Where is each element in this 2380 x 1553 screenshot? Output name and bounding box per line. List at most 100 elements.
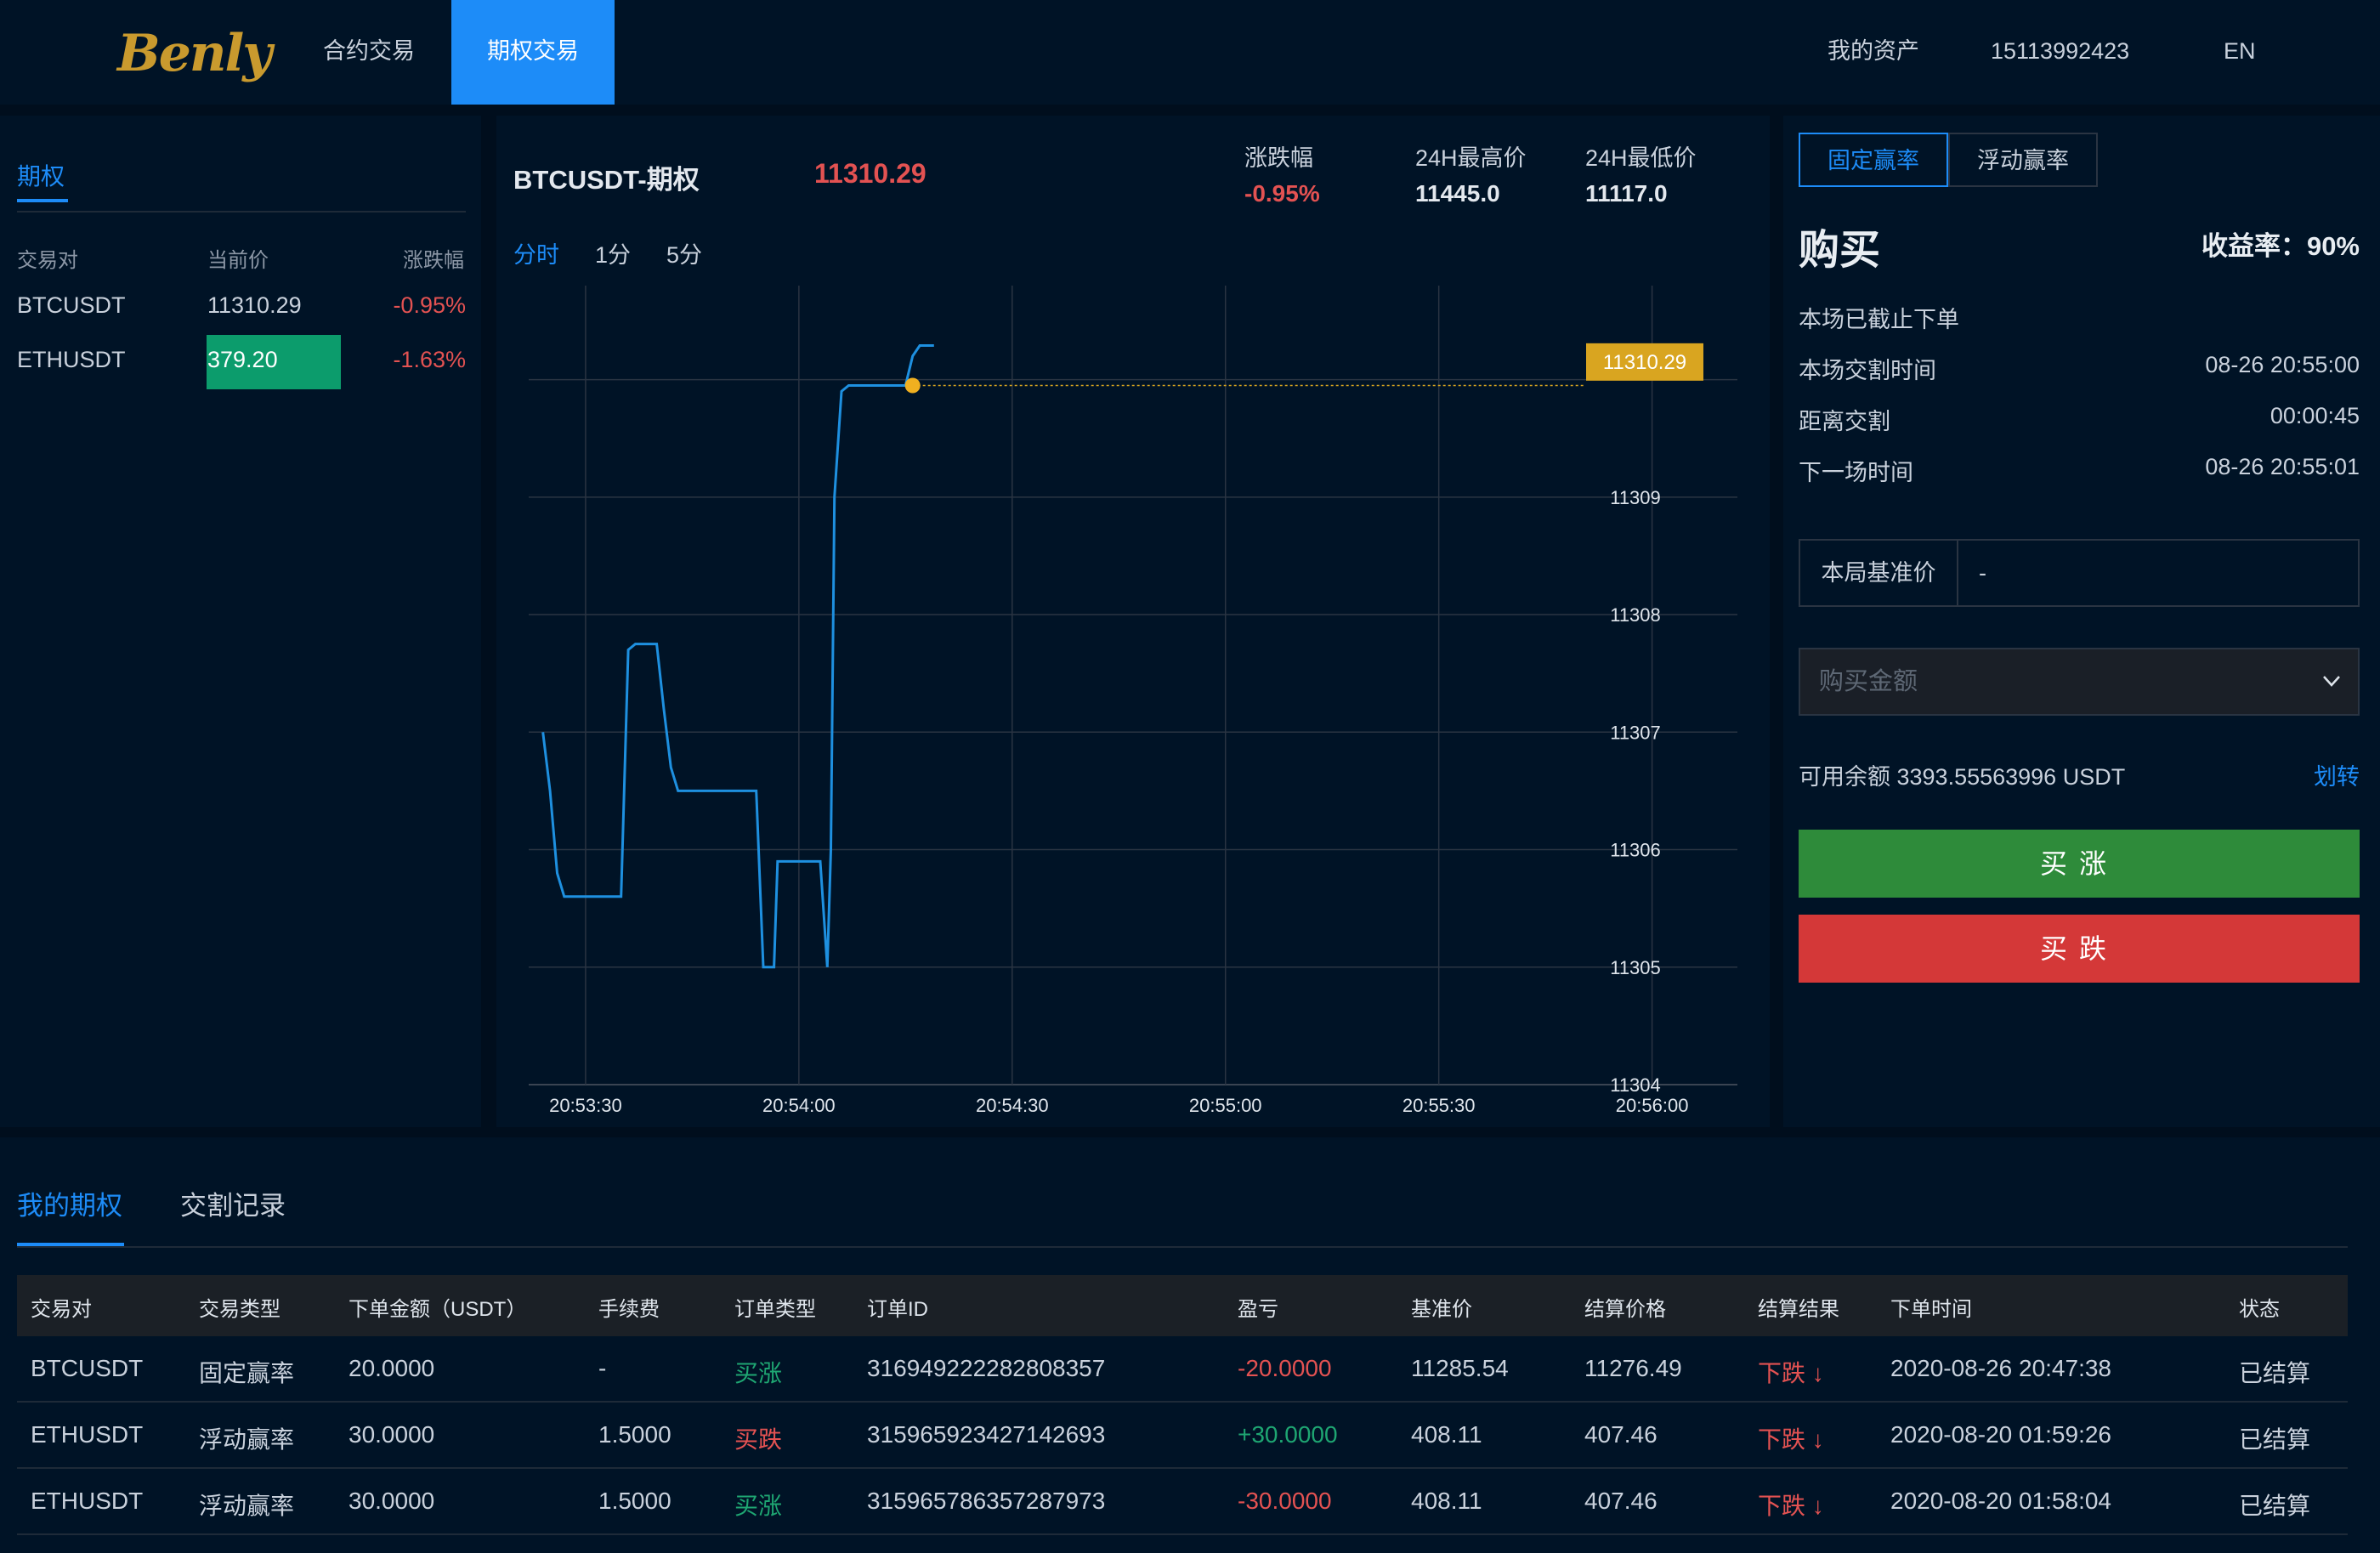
- column-header: 基准价: [1411, 1298, 1472, 1321]
- order-settle-price: 407.46: [1584, 1421, 1658, 1448]
- order-status: 已结算: [2239, 1426, 2311, 1453]
- language-switch[interactable]: EN: [2224, 38, 2256, 64]
- yield-rate: 收益率：90%: [2201, 231, 2360, 261]
- amount-placeholder: 购买金额: [1819, 668, 1918, 695]
- order-base-price: 11285.54: [1411, 1355, 1509, 1381]
- order-amount: 30.0000: [348, 1488, 435, 1514]
- nav-options-trading[interactable]: 期权交易: [451, 0, 615, 105]
- buy-down-button[interactable]: 买跌: [1799, 915, 2360, 983]
- settle-time-value: 08-26 20:55:00: [2205, 352, 2360, 377]
- order-base-price: 408.11: [1411, 1488, 1482, 1514]
- order-time: 2020-08-20 01:58:04: [1890, 1488, 2111, 1514]
- chart-panel: BTCUSDT-期权 11310.29 涨跌幅 -0.95% 24H最高价 11…: [496, 116, 1770, 1127]
- order-status: 已结算: [2239, 1493, 2311, 1519]
- stat-high-label: 24H最高价: [1415, 145, 1527, 171]
- order-status: 已结算: [2239, 1360, 2311, 1386]
- order-pnl: -20.0000: [1238, 1355, 1332, 1381]
- chart-current-price: 11310.29: [814, 158, 926, 189]
- col-pair: 交易对: [17, 249, 78, 272]
- col-price: 当前价: [207, 249, 269, 272]
- x-tick-label: 20:54:00: [762, 1095, 836, 1116]
- order-trade-type: 固定赢率: [199, 1360, 295, 1386]
- base-price-label: 本局基准价: [1800, 541, 1958, 605]
- top-header: Benly 合约交易 期权交易 我的资产 15113992423 EN: [0, 0, 2380, 105]
- benly-logo[interactable]: Benly: [117, 24, 272, 83]
- order-pnl: +30.0000: [1238, 1421, 1338, 1448]
- y-tick-label: 11305: [1610, 957, 1661, 978]
- order-trade-type: 浮动赢率: [199, 1493, 295, 1519]
- interval-tab-1m[interactable]: 1分: [595, 242, 632, 268]
- column-header: 盈亏: [1238, 1298, 1278, 1321]
- stat-change-value: -0.95%: [1244, 180, 1320, 207]
- order-pair: ETHUSDT: [31, 1488, 144, 1514]
- order-trade-type: 浮动赢率: [199, 1426, 295, 1453]
- sidebar-tab-options[interactable]: 期权: [17, 163, 65, 190]
- nav-contract-trading[interactable]: 合约交易: [323, 38, 415, 64]
- column-header: 结算结果: [1758, 1298, 1839, 1321]
- order-base-price: 408.11: [1411, 1421, 1482, 1448]
- my-assets-link[interactable]: 我的资产: [1828, 38, 1919, 64]
- orders-divider: [17, 1246, 2348, 1248]
- order-pair: ETHUSDT: [31, 1421, 144, 1448]
- order-pnl: -30.0000: [1238, 1488, 1332, 1514]
- current-price-tag: [1586, 343, 1703, 381]
- tab-floating-rate[interactable]: 浮动赢率: [1948, 133, 2098, 187]
- price-series-line: [541, 344, 934, 969]
- order-row[interactable]: [17, 1403, 2348, 1469]
- tab-my-options[interactable]: 我的期权: [17, 1191, 122, 1221]
- order-settle-price: 407.46: [1584, 1488, 1658, 1514]
- column-header: 交易类型: [199, 1298, 280, 1321]
- order-row[interactable]: [17, 1469, 2348, 1535]
- y-tick-label: 11307: [1610, 722, 1661, 743]
- available-balance: 可用余额 3393.55563996 USDT: [1799, 764, 2126, 790]
- order-fee: 1.5000: [598, 1488, 672, 1514]
- tab-fixed-rate[interactable]: 固定赢率: [1799, 133, 1948, 187]
- current-price-tag-label: 11310.29: [1603, 351, 1686, 374]
- buy-up-button[interactable]: 买涨: [1799, 830, 2360, 898]
- order-result: 下跌 ↓: [1758, 1426, 1824, 1453]
- user-phone[interactable]: 15113992423: [1991, 38, 2130, 64]
- interval-tab-5m[interactable]: 5分: [666, 242, 703, 268]
- next-round-value: 08-26 20:55:01: [2205, 454, 2360, 479]
- chart-symbol: BTCUSDT-期权: [513, 165, 700, 195]
- pair-symbol: ETHUSDT: [17, 347, 126, 372]
- pair-price: 11310.29: [207, 292, 302, 318]
- orders-tab-underline: [17, 1243, 124, 1246]
- sidebar-tab-underline: [17, 199, 68, 202]
- chevron-down-icon: [2323, 676, 2340, 687]
- column-header: 手续费: [598, 1298, 660, 1321]
- pair-price: 379.20: [207, 347, 278, 372]
- x-tick-label: 20:55:00: [1189, 1095, 1262, 1116]
- pair-sidebar: 期权 交易对 当前价 涨跌幅 BTCUSDT 11310.29 -0.95% E…: [0, 116, 481, 1127]
- price-line-chart[interactable]: 20:53:30 20:54:00 20:54:30 20:55:00 20:55:30…: [496, 116, 1770, 1127]
- tab-delivery-records[interactable]: 交割记录: [180, 1191, 286, 1221]
- order-time: 2020-08-20 01:59:26: [1890, 1421, 2111, 1448]
- amount-select[interactable]: 购买金额: [1799, 648, 2360, 716]
- stat-low-value: 11117.0: [1585, 180, 1668, 207]
- column-header: 交易对: [31, 1298, 92, 1321]
- order-result: 下跌 ↓: [1758, 1493, 1824, 1519]
- y-tick-label: 11306: [1610, 840, 1661, 861]
- order-row[interactable]: [17, 1336, 2348, 1403]
- y-tick-label: 11304: [1610, 1074, 1661, 1096]
- x-tick-label: 20:56:00: [1616, 1095, 1689, 1116]
- settle-time-label: 本场交割时间: [1799, 358, 1936, 383]
- transfer-link[interactable]: 划转: [2314, 764, 2360, 790]
- col-change: 涨跌幅: [403, 249, 464, 272]
- order-id: 316949222282808357: [867, 1355, 1106, 1381]
- order-amount: 30.0000: [348, 1421, 435, 1448]
- x-tick-label: 20:54:30: [976, 1095, 1049, 1116]
- x-tick-label: 20:53:30: [549, 1095, 622, 1116]
- column-header: 订单ID: [867, 1298, 928, 1321]
- order-result: 下跌 ↓: [1758, 1360, 1824, 1386]
- x-tick-label: 20:55:30: [1402, 1095, 1476, 1116]
- base-price-field: 本局基准价 -: [1799, 539, 2360, 607]
- order-type: 买涨: [734, 1493, 783, 1519]
- column-header: 状态: [2239, 1298, 2280, 1321]
- sidebar-divider: [17, 211, 466, 213]
- column-header: 订单类型: [734, 1298, 816, 1321]
- interval-tab-timeshare[interactable]: 分时: [513, 242, 559, 268]
- stat-change-label: 涨跌幅: [1244, 145, 1313, 171]
- pair-symbol: BTCUSDT: [17, 292, 126, 318]
- pair-change: -0.95%: [393, 292, 466, 318]
